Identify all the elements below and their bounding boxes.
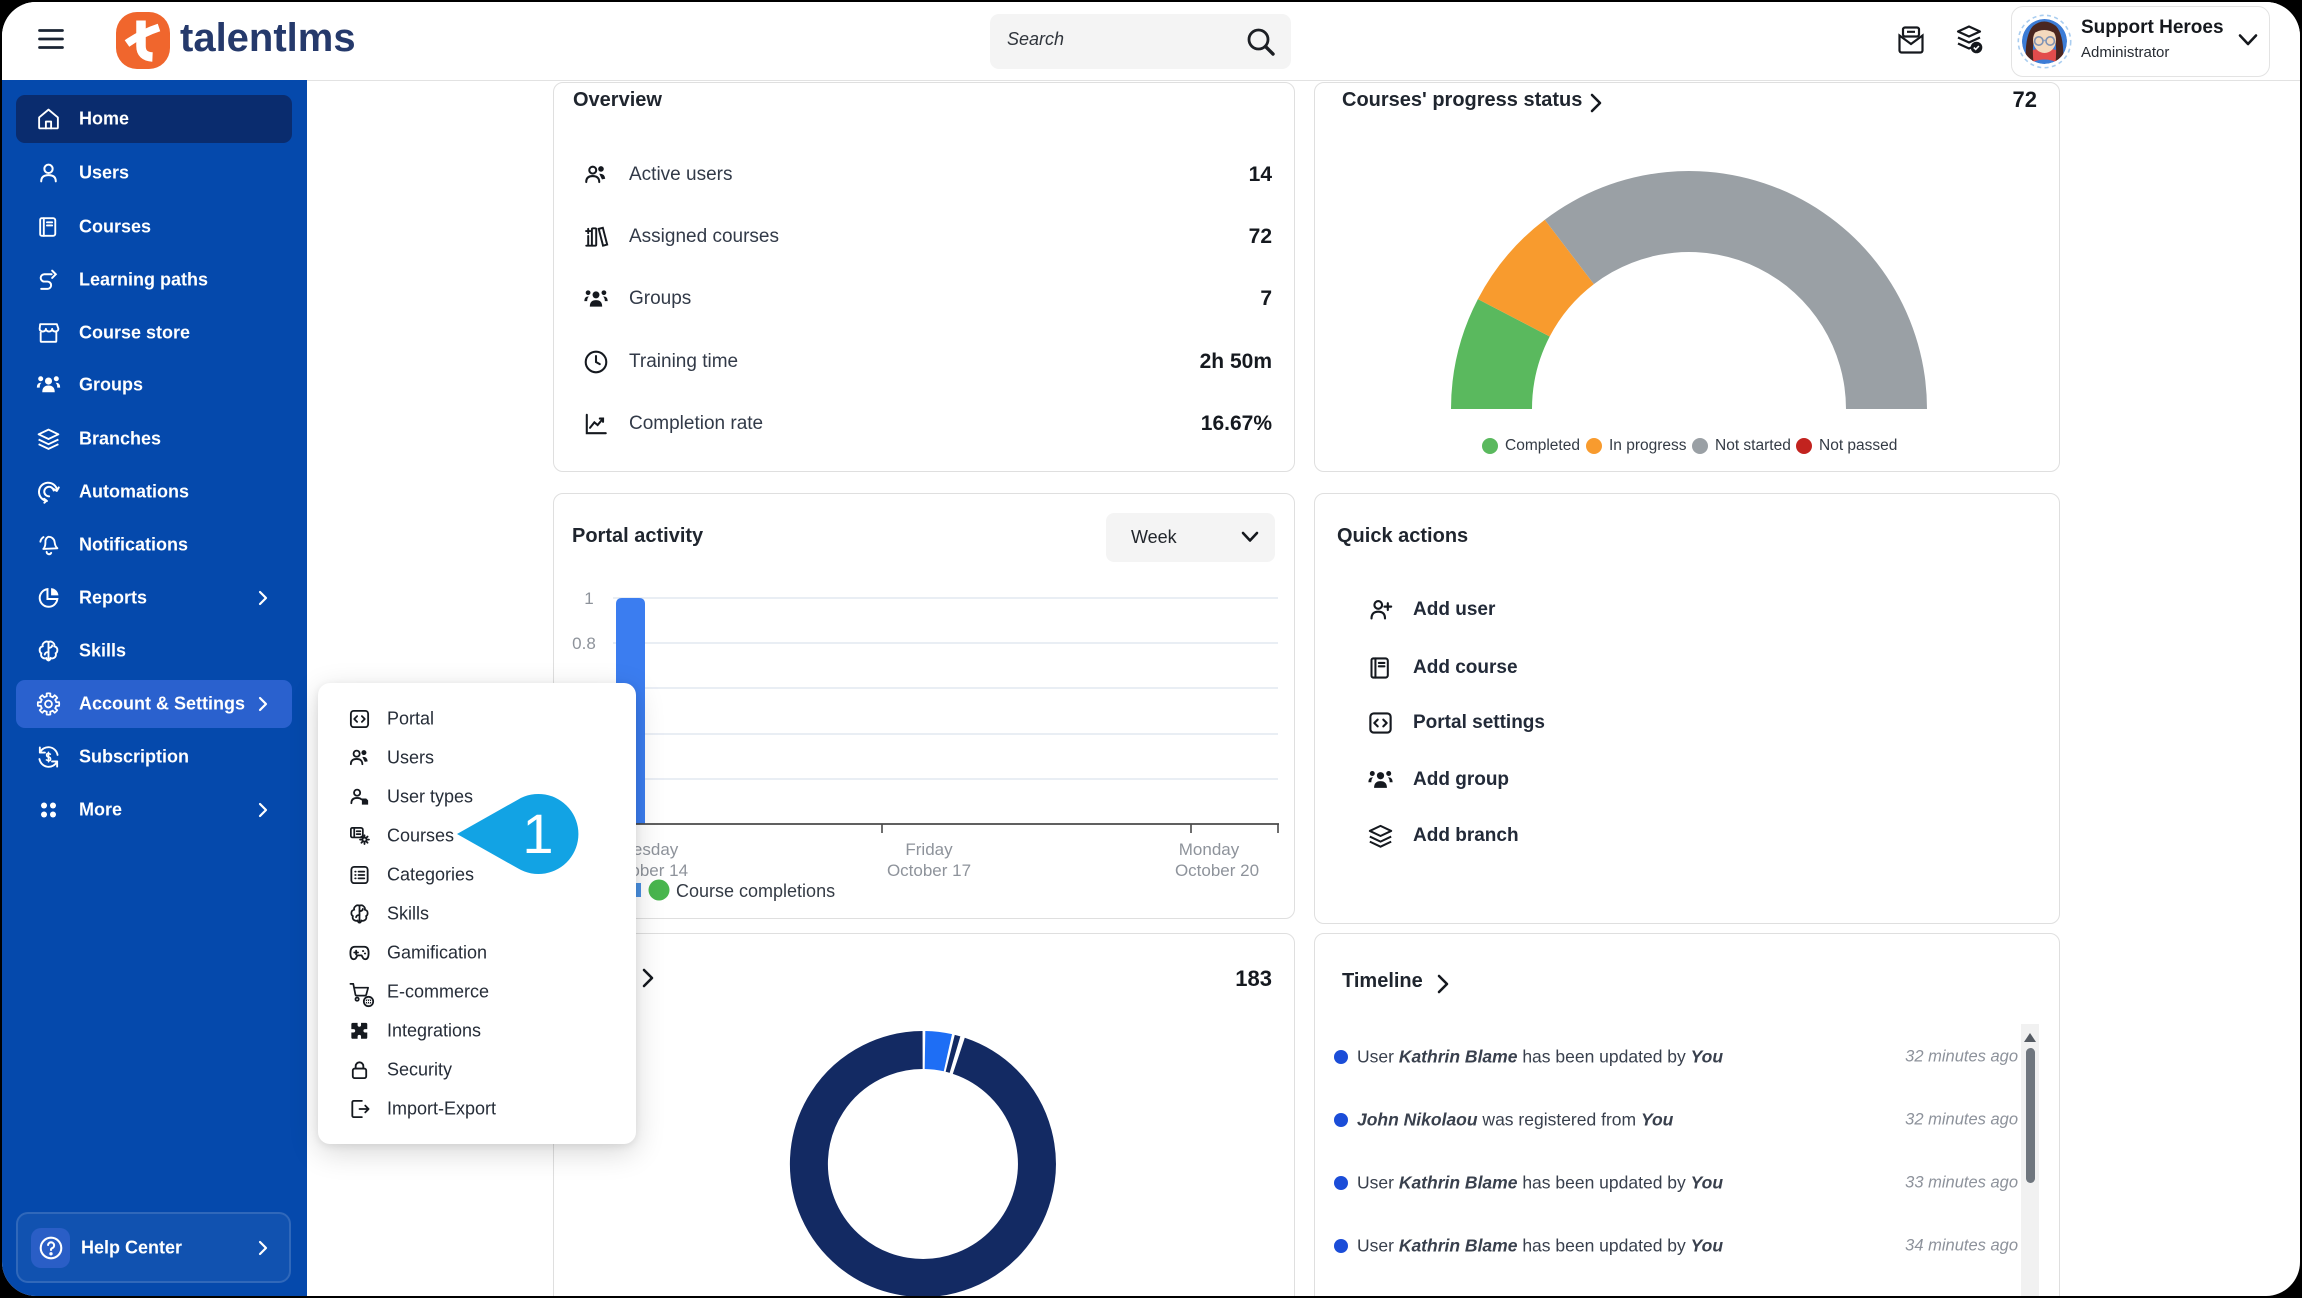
svg-text:October 17: October 17 bbox=[887, 861, 971, 880]
svg-text:Monday: Monday bbox=[1179, 840, 1240, 859]
svg-text:Friday: Friday bbox=[905, 840, 953, 859]
svg-text:1: 1 bbox=[584, 589, 593, 608]
svg-text:Course completions: Course completions bbox=[676, 881, 835, 901]
svg-text:0.8: 0.8 bbox=[572, 634, 596, 653]
svg-text:October 20: October 20 bbox=[1175, 861, 1259, 880]
svg-text:1: 1 bbox=[522, 802, 553, 865]
